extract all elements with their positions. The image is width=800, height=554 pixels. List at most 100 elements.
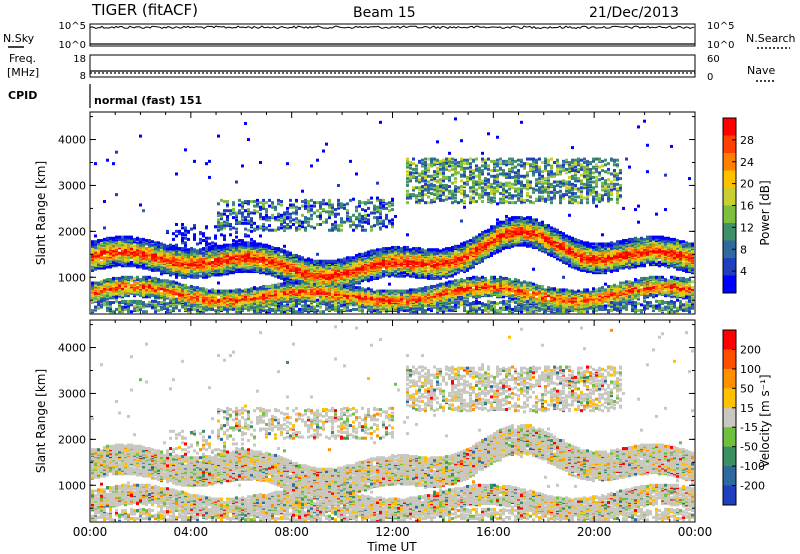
data-cell [169, 309, 172, 312]
data-cell [223, 200, 226, 203]
data-cell [394, 290, 397, 293]
data-cell [283, 245, 286, 248]
data-cell [238, 203, 241, 206]
data-cell [310, 208, 313, 211]
data-cell [190, 291, 193, 294]
data-cell [283, 212, 286, 215]
data-cell [94, 292, 97, 295]
data-cell [301, 221, 304, 224]
data-cell [202, 252, 205, 255]
data-cell [331, 226, 334, 229]
data-cell [346, 215, 349, 218]
data-cell [223, 290, 226, 293]
data-cell [397, 268, 400, 271]
data-cell [109, 301, 112, 304]
data-cell [208, 160, 211, 163]
data-cell [361, 309, 364, 312]
data-cell [223, 209, 226, 212]
data-cell [304, 226, 307, 229]
data-cell [100, 242, 103, 245]
data-cell [271, 284, 274, 287]
data-cell [199, 299, 202, 302]
data-cell [97, 282, 100, 285]
data-cell [280, 220, 283, 223]
data-cell [301, 214, 304, 217]
data-cell [112, 301, 115, 304]
data-cell [199, 287, 202, 290]
data-cell [370, 229, 373, 232]
data-cell [124, 288, 127, 291]
data-cell [247, 234, 250, 237]
data-cell [103, 200, 106, 203]
data-cell [148, 239, 151, 242]
data-cell [292, 272, 295, 275]
data-cell [385, 207, 388, 210]
data-cell [328, 260, 331, 263]
data-cell [361, 253, 364, 256]
data-cell [265, 201, 268, 204]
data-cell [316, 253, 319, 256]
data-cell [232, 212, 235, 215]
data-cell [292, 303, 295, 306]
data-cell [112, 277, 115, 280]
data-cell [358, 286, 361, 289]
data-cell [295, 221, 298, 224]
data-cell [418, 172, 421, 175]
data-cell [157, 309, 160, 312]
data-cell [286, 223, 289, 226]
data-cell [118, 263, 121, 266]
data-cell [220, 222, 223, 225]
data-cell [130, 276, 133, 279]
data-cell [292, 203, 295, 206]
data-cell [277, 247, 280, 250]
data-cell [250, 212, 253, 215]
data-cell [262, 285, 265, 288]
data-cell [424, 249, 427, 252]
data-cell [355, 209, 358, 212]
beam-label: Beam 15 [353, 5, 416, 21]
data-cell [421, 159, 424, 162]
data-cell [292, 218, 295, 221]
power-heatmap [91, 117, 694, 313]
data-cell [376, 206, 379, 209]
data-cell [358, 253, 361, 256]
data-cell [268, 229, 271, 232]
data-cell [370, 288, 373, 291]
data-cell [235, 240, 238, 243]
data-cell [310, 288, 313, 291]
data-cell [310, 306, 313, 309]
data-cell [361, 201, 364, 204]
data-cell [151, 277, 154, 280]
data-cell [301, 308, 304, 311]
data-cell [145, 252, 148, 255]
data-cell [370, 201, 373, 204]
data-cell [301, 200, 304, 203]
data-cell [280, 200, 283, 203]
data-cell [91, 240, 94, 243]
data-cell [280, 214, 283, 217]
data-cell [346, 202, 349, 205]
data-cell [232, 208, 235, 211]
data-cell [307, 257, 310, 260]
data-cell [388, 220, 391, 223]
data-cell [298, 207, 301, 210]
data-cell [175, 304, 178, 307]
data-cell [352, 198, 355, 201]
data-cell [229, 228, 232, 231]
data-cell [205, 270, 208, 273]
data-cell [274, 247, 277, 250]
data-cell [385, 290, 388, 293]
data-cell [391, 246, 394, 249]
data-cell [376, 197, 379, 200]
data-cell [196, 286, 199, 289]
data-cell [244, 233, 247, 236]
data-cell [184, 241, 187, 244]
data-cell [223, 221, 226, 224]
data-cell [154, 300, 157, 303]
data-cell [205, 247, 208, 250]
data-cell [136, 276, 139, 279]
data-cell [217, 282, 220, 285]
data-cell [181, 237, 184, 240]
data-cell [271, 201, 274, 204]
data-cell [406, 181, 409, 184]
